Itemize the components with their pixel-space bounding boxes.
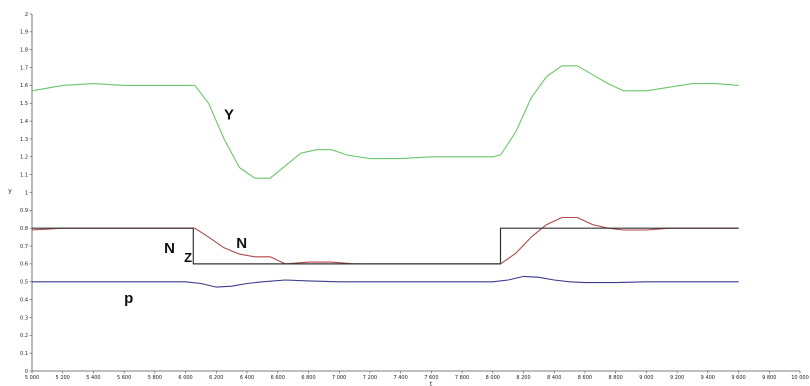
y-tick-label: 1.5 (20, 101, 28, 107)
series-annotation: N (236, 235, 247, 252)
x-tick-label: 6 600 (271, 375, 285, 381)
y-tick-label: 1.1 (20, 172, 28, 178)
y-tick-label: 1.4 (20, 119, 28, 125)
x-tick-label: 8 400 (547, 375, 561, 381)
x-tick-label: 8 600 (578, 375, 592, 381)
x-tick-label: 9 800 (762, 375, 776, 381)
y-tick-label: 1 (25, 190, 28, 196)
y-tick-label: 0 (25, 369, 28, 375)
x-tick-label: 9 200 (670, 375, 684, 381)
y-tick-label: 1.2 (20, 155, 28, 161)
series-line-p (32, 275, 739, 288)
y-axis: 0 0.1 0.2 0.3 0.4 0.5 0.6 0.7 0.8 0.9 1 1.1 1.2 1.3 1.… (20, 12, 33, 375)
x-tick-label: 7 600 (424, 375, 438, 381)
x-tick-label: 8 800 (609, 375, 623, 381)
x-tick-label: 5 200 (56, 375, 70, 381)
x-tick-label: 8 200 (516, 375, 530, 381)
x-tick-label: 7 800 (455, 375, 469, 381)
y-axis-label: y (8, 188, 12, 195)
x-tick-label: 6 800 (301, 375, 315, 381)
y-tick-label: 2 (25, 12, 28, 18)
y-tick-label: 0.4 (20, 297, 28, 303)
y-tick-label: 1.8 (20, 48, 28, 54)
series-annotation: Z (184, 250, 192, 265)
y-tick-label: 0.7 (20, 244, 28, 250)
y-tick-label: 0.6 (20, 262, 28, 268)
y-tick-label: 1.9 (20, 30, 28, 36)
x-tick-label: 8 000 (486, 375, 500, 381)
series-line-n (31, 216, 739, 265)
x-tick-label: 9 400 (701, 375, 715, 381)
x-tick-label: 5 600 (117, 375, 131, 381)
y-tick-label: 0.2 (20, 333, 28, 339)
series-line-y (31, 65, 739, 179)
x-tick-label: 5 400 (86, 375, 100, 381)
y-tick-label: 1.7 (20, 65, 28, 71)
x-axis: 5 000 5 200 5 400 5 600 5 800 6 000 6 200 6 400… (25, 370, 809, 381)
y-tick-label: 0.1 (20, 351, 28, 357)
x-tick-label: 6 200 (209, 375, 223, 381)
x-tick-label: 6 000 (178, 375, 192, 381)
y-tick-label: 1.6 (20, 83, 28, 89)
series-annotation: Y (224, 106, 234, 123)
x-tick-label: 9 000 (639, 375, 653, 381)
x-axis-label: t (430, 381, 433, 386)
series-annotation: N (164, 240, 175, 257)
series-annotation: p (124, 290, 133, 307)
x-tick-label: 7 400 (393, 375, 407, 381)
series-line-nz (32, 227, 739, 265)
x-tick-label: 9 600 (731, 375, 745, 381)
series-layer (31, 65, 739, 288)
x-tick-label: 7 000 (332, 375, 346, 381)
y-tick-label: 1.3 (20, 137, 28, 143)
x-tick-label: 5 000 (25, 375, 39, 381)
x-tick-label: 6 400 (240, 375, 254, 381)
x-tick-label: 5 800 (148, 375, 162, 381)
y-tick-label: 0.3 (20, 315, 28, 321)
y-tick-label: 0.8 (20, 226, 28, 232)
y-tick-label: 0.5 (20, 280, 28, 286)
y-tick-label: 0.9 (20, 208, 28, 214)
x-tick-label: 7 200 (363, 375, 377, 381)
x-tick-label: 10 000 (791, 375, 809, 381)
